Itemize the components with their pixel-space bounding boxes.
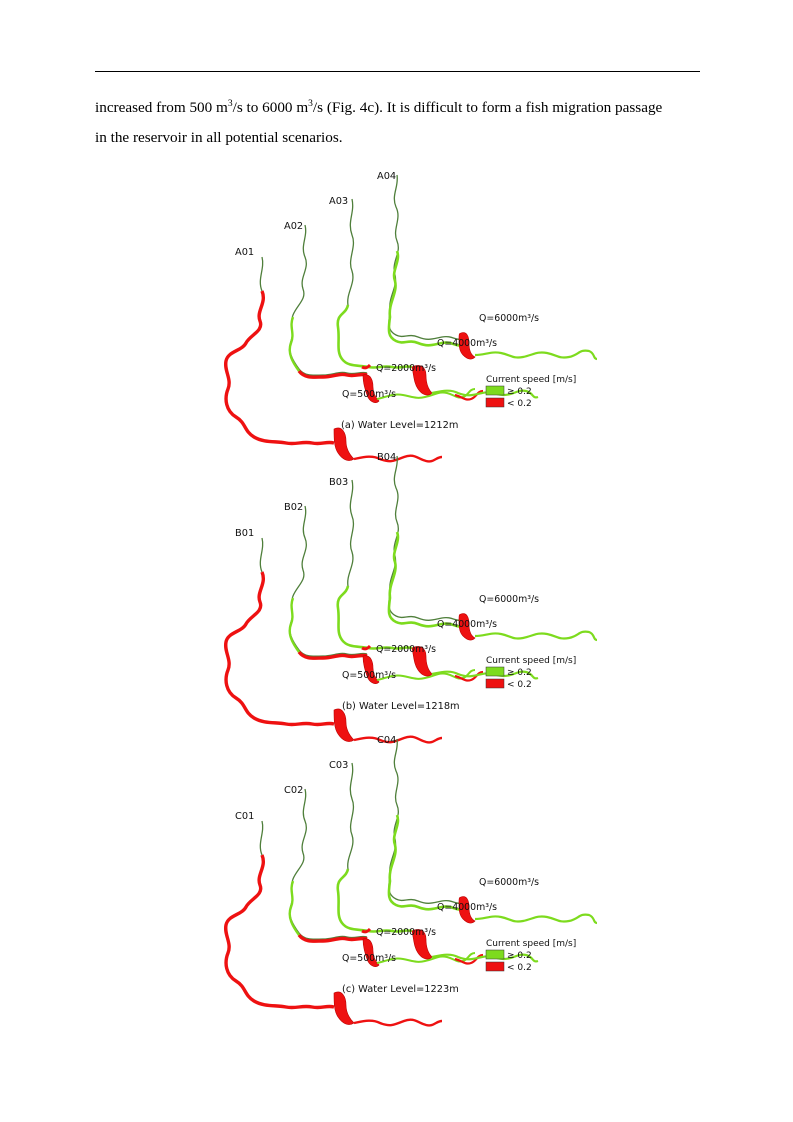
section-label-03: A03 <box>329 196 348 207</box>
flow-label-4000: Q=4000m³/s <box>437 619 497 630</box>
panel-a: A01 A02 A03 A04 Q=6000m³/s Q=4000m³/s Q=… <box>223 171 599 464</box>
flow-label-4000: Q=4000m³/s <box>437 902 497 913</box>
superscript-3: 3 <box>227 99 233 109</box>
river-section-04 <box>387 173 599 361</box>
body-paragraph: increased from 500 m3/s to 6000 m3/s (Fi… <box>95 93 705 153</box>
paragraph-line2: in the reservoir in all potential scenar… <box>95 129 343 146</box>
legend-high-label: ≥ 0.2 <box>507 668 532 678</box>
paragraph-line1-c: /s (Fig. 4c). It is difficult to form a … <box>312 99 663 116</box>
legend-swatch-high <box>485 666 505 677</box>
legend-title: Current speed [m/s] <box>486 656 576 666</box>
flow-label-2000: Q=2000m³/s <box>376 927 436 938</box>
river-section-02 <box>288 223 485 405</box>
section-label-02: A02 <box>284 221 303 232</box>
legend-low-label: < 0.2 <box>507 963 532 973</box>
river-section-03 <box>336 478 540 680</box>
paragraph-line1-a: increased from 500 m <box>95 99 228 116</box>
panel-caption: (c) Water Level=1223m <box>342 984 459 995</box>
flow-label-500: Q=500m³/s <box>342 389 396 400</box>
legend-swatch-low <box>485 678 505 689</box>
legend-title: Current speed [m/s] <box>486 939 576 949</box>
flow-label-6000: Q=6000m³/s <box>479 594 539 605</box>
flow-label-6000: Q=6000m³/s <box>479 313 539 324</box>
river-section-04 <box>387 737 599 925</box>
panel-caption: (b) Water Level=1218m <box>342 701 460 712</box>
superscript-3: 3 <box>308 99 313 109</box>
river-section-02 <box>288 504 485 686</box>
flow-label-500: Q=500m³/s <box>342 953 396 964</box>
panel-b: B01 B02 B03 B04 Q=6000m³/s Q=4000m³/s Q=… <box>223 452 599 745</box>
section-label-01: B01 <box>235 528 254 539</box>
flow-label-2000: Q=2000m³/s <box>376 363 436 374</box>
section-label-03: C03 <box>329 760 348 771</box>
flow-label-6000: Q=6000m³/s <box>479 877 539 888</box>
section-label-04: C04 <box>377 735 396 746</box>
panel-caption: (a) Water Level=1212m <box>341 420 458 431</box>
section-label-04: B04 <box>377 452 396 463</box>
section-label-01: C01 <box>235 811 254 822</box>
legend-swatch-low <box>485 397 505 408</box>
flow-label-2000: Q=2000m³/s <box>376 644 436 655</box>
river-section-02 <box>288 787 485 969</box>
section-label-02: B02 <box>284 502 303 513</box>
river-section-04 <box>387 454 599 642</box>
section-label-04: A04 <box>377 171 396 182</box>
river-section-03 <box>336 761 540 963</box>
section-label-01: A01 <box>235 247 254 258</box>
river-section-03 <box>336 197 540 399</box>
legend-high-label: ≥ 0.2 <box>507 951 532 961</box>
legend: Current speed [m/s] ≥ 0.2 < 0.2 <box>485 656 576 690</box>
paragraph-line1-b: /s to 6000 m <box>232 99 309 116</box>
legend-low-label: < 0.2 <box>507 680 532 690</box>
legend: Current speed [m/s] ≥ 0.2 < 0.2 <box>485 939 576 973</box>
legend-swatch-high <box>485 949 505 960</box>
legend: Current speed [m/s] ≥ 0.2 < 0.2 <box>485 375 576 409</box>
legend-swatch-low <box>485 961 505 972</box>
section-label-03: B03 <box>329 477 348 488</box>
legend-title: Current speed [m/s] <box>486 375 576 385</box>
legend-low-label: < 0.2 <box>507 399 532 409</box>
legend-high-label: ≥ 0.2 <box>507 387 532 397</box>
panel-c: C01 C02 C03 C04 Q=6000m³/s Q=4000m³/s Q=… <box>223 735 599 1028</box>
flow-label-4000: Q=4000m³/s <box>437 338 497 349</box>
header-rule <box>95 71 700 72</box>
flow-label-500: Q=500m³/s <box>342 670 396 681</box>
section-label-02: C02 <box>284 785 303 796</box>
legend-swatch-high <box>485 385 505 396</box>
